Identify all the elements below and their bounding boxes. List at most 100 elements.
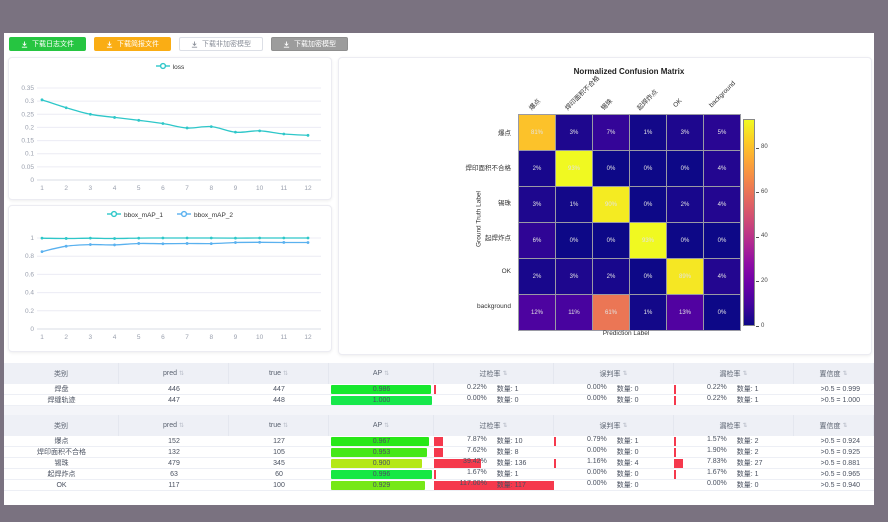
column-header-conf[interactable]: 置信度 ⇅: [794, 415, 874, 436]
column-header-over[interactable]: 过检率 ⇅: [434, 363, 554, 384]
rate-percent: 0.00%: [466, 395, 487, 402]
svg-text:0: 0: [30, 326, 34, 333]
mis-rate-cell: 0.79% 数量: 1: [554, 436, 674, 447]
rate-percent: 0.00%: [706, 480, 727, 487]
matrix-row-label: 起焊炸点: [485, 234, 511, 242]
metrics-table: 类别 pred ⇅ true ⇅ AP ⇅ 过检率 ⇅ 误判率 ⇅ 漏检率 ⇅ 置信度 ⇅ 焊盘 446 447 0…: [4, 363, 874, 406]
column-header-label: pred: [162, 370, 177, 377]
ap-cell: 1.000: [329, 395, 434, 406]
column-header-true[interactable]: true ⇅: [229, 363, 329, 384]
column-header-miss[interactable]: 漏检率 ⇅: [674, 415, 794, 436]
rate-values: 7.62% 数量: 8: [434, 447, 554, 457]
legend-item-bbox_mAP_1[interactable]: bbox_mAP_1: [106, 210, 163, 220]
matrix-cell: 3%: [556, 115, 592, 150]
download-button-plain-model[interactable]: 下载非加密模型: [179, 37, 263, 51]
svg-text:10: 10: [256, 334, 264, 341]
confidence-cell: >0.5 = 1.000: [794, 395, 874, 406]
column-header-conf[interactable]: 置信度 ⇅: [794, 363, 874, 384]
download-button-encrypted-model[interactable]: 下载加密模型: [271, 37, 348, 51]
column-header-label: AP: [372, 370, 383, 377]
chart-legend: bbox_mAP_1 bbox_mAP_2: [9, 210, 331, 220]
confusion-matrix-title: Normalized Confusion Matrix: [573, 67, 685, 76]
rate-count: 数量: 1: [736, 471, 759, 478]
rate-percent: 0.79%: [586, 436, 607, 443]
column-header-mis[interactable]: 误判率 ⇅: [554, 415, 674, 436]
rate-count: 数量: 0: [616, 449, 639, 456]
ap-cell: 0.900: [329, 458, 434, 469]
rate-bar: [554, 459, 556, 468]
column-header-ap[interactable]: AP ⇅: [329, 415, 434, 436]
column-header-mis[interactable]: 误判率 ⇅: [554, 363, 674, 384]
ap-bar: [331, 459, 422, 468]
svg-text:7: 7: [185, 334, 189, 341]
download-icon: [106, 40, 113, 48]
svg-text:11: 11: [280, 334, 287, 341]
matrix-cell: 2%: [593, 259, 629, 294]
matrix-cell: 61%: [593, 295, 629, 330]
matrix-cell: 2%: [667, 187, 703, 222]
table-separator: [4, 406, 874, 415]
column-header-miss[interactable]: 漏检率 ⇅: [674, 363, 794, 384]
column-header-true[interactable]: true ⇅: [229, 415, 329, 436]
sort-icon: ⇅: [742, 423, 748, 429]
svg-text:1: 1: [30, 235, 34, 242]
column-header-label: 类别: [54, 370, 68, 378]
rate-percent: 1.67%: [706, 469, 727, 476]
column-header-label: AP: [372, 422, 383, 429]
matrix-cell: 2%: [519, 259, 555, 294]
rate-percent: 0.22%: [706, 384, 727, 391]
over-rate-cell: 1.67% 数量: 1: [434, 469, 554, 480]
loss-chart-card: loss 0 0.05 0.1 0.15 0.2 0.25 0.3 0.35 1 2 3 4 5 6 7 8 9 1…: [8, 57, 332, 200]
matrix-cell: 2%: [519, 151, 555, 186]
column-header-label: 误判率: [599, 370, 621, 378]
table-row: 爆点 152 127 0.967 7.87% 数量: 10 0.79% 数量: 1 1.57% 数…: [4, 436, 874, 447]
svg-text:0.6: 0.6: [25, 271, 34, 278]
rate-count: 数量: 8: [496, 449, 519, 456]
rate-count: 数量: 1: [736, 386, 759, 393]
legend-item-loss[interactable]: loss: [155, 62, 184, 72]
svg-text:0.05: 0.05: [21, 164, 34, 171]
confidence-cell: >0.5 = 0.999: [794, 384, 874, 395]
column-header-pred[interactable]: pred ⇅: [119, 363, 229, 384]
svg-text:6: 6: [161, 185, 165, 192]
column-header-pred[interactable]: pred ⇅: [119, 415, 229, 436]
table-row: 焊缝轨迹 447 448 1.000 0.00% 数量: 0 0.00% 数量: 0 0.22%…: [4, 395, 874, 406]
true-cell: 448: [229, 395, 329, 406]
rate-bar: [434, 437, 444, 446]
matrix-cell: 0%: [593, 223, 629, 258]
rate-count: 数量: 1: [616, 438, 639, 445]
download-button-report[interactable]: 下载简报文件: [94, 37, 171, 51]
rate-values: 7.83% 数量: 27: [674, 458, 794, 468]
rate-values: 1.67% 数量: 1: [434, 469, 554, 479]
column-header-ap[interactable]: AP ⇅: [329, 363, 434, 384]
svg-text:10: 10: [256, 185, 264, 192]
column-header-over[interactable]: 过检率 ⇅: [434, 415, 554, 436]
svg-text:3: 3: [89, 185, 93, 192]
matrix-col-label: 爆点: [528, 97, 543, 112]
report-page: 下载日志文件 下载简报文件 下载非加密模型 下载加密模型 loss 0 0.05 0.1 0.…: [4, 33, 874, 505]
matrix-cell: 0%: [704, 295, 740, 330]
rate-percent: 39.42%: [463, 458, 487, 465]
matrix-cell: 90%: [593, 187, 629, 222]
download-button-log[interactable]: 下载日志文件: [9, 37, 86, 51]
legend-item-bbox_mAP_2[interactable]: bbox_mAP_2: [177, 210, 233, 220]
download-button-label: 下载非加密模型: [202, 40, 251, 48]
download-button-label: 下载日志文件: [32, 40, 74, 48]
rate-values: 39.42% 数量: 136: [434, 458, 554, 468]
table-row: 焊盘 446 447 0.986 0.22% 数量: 1 0.00% 数量: 0 0.22% 数量…: [4, 384, 874, 395]
colorbar-tick-label: 60: [761, 188, 768, 195]
mis-rate-cell: 0.00% 数量: 0: [554, 447, 674, 458]
matrix-col-label: 锡珠: [600, 97, 615, 112]
svg-text:0.4: 0.4: [25, 290, 34, 297]
metrics-table: 类别 pred ⇅ true ⇅ AP ⇅ 过检率 ⇅ 误判率 ⇅ 漏检率 ⇅ 置信度 ⇅ 爆点 152 127 0…: [4, 415, 874, 491]
svg-text:8: 8: [209, 185, 213, 192]
mis-rate-cell: 0.00% 数量: 0: [554, 395, 674, 406]
column-header-label: 置信度: [819, 422, 841, 430]
matrix-cell: 0%: [630, 151, 666, 186]
prediction-axis-label: Prediction Label: [602, 330, 650, 337]
rate-count: 数量: 0: [616, 482, 639, 489]
rate-bar: [434, 481, 554, 490]
line-series-icon: [177, 210, 191, 220]
ap-cell: 0.953: [329, 447, 434, 458]
